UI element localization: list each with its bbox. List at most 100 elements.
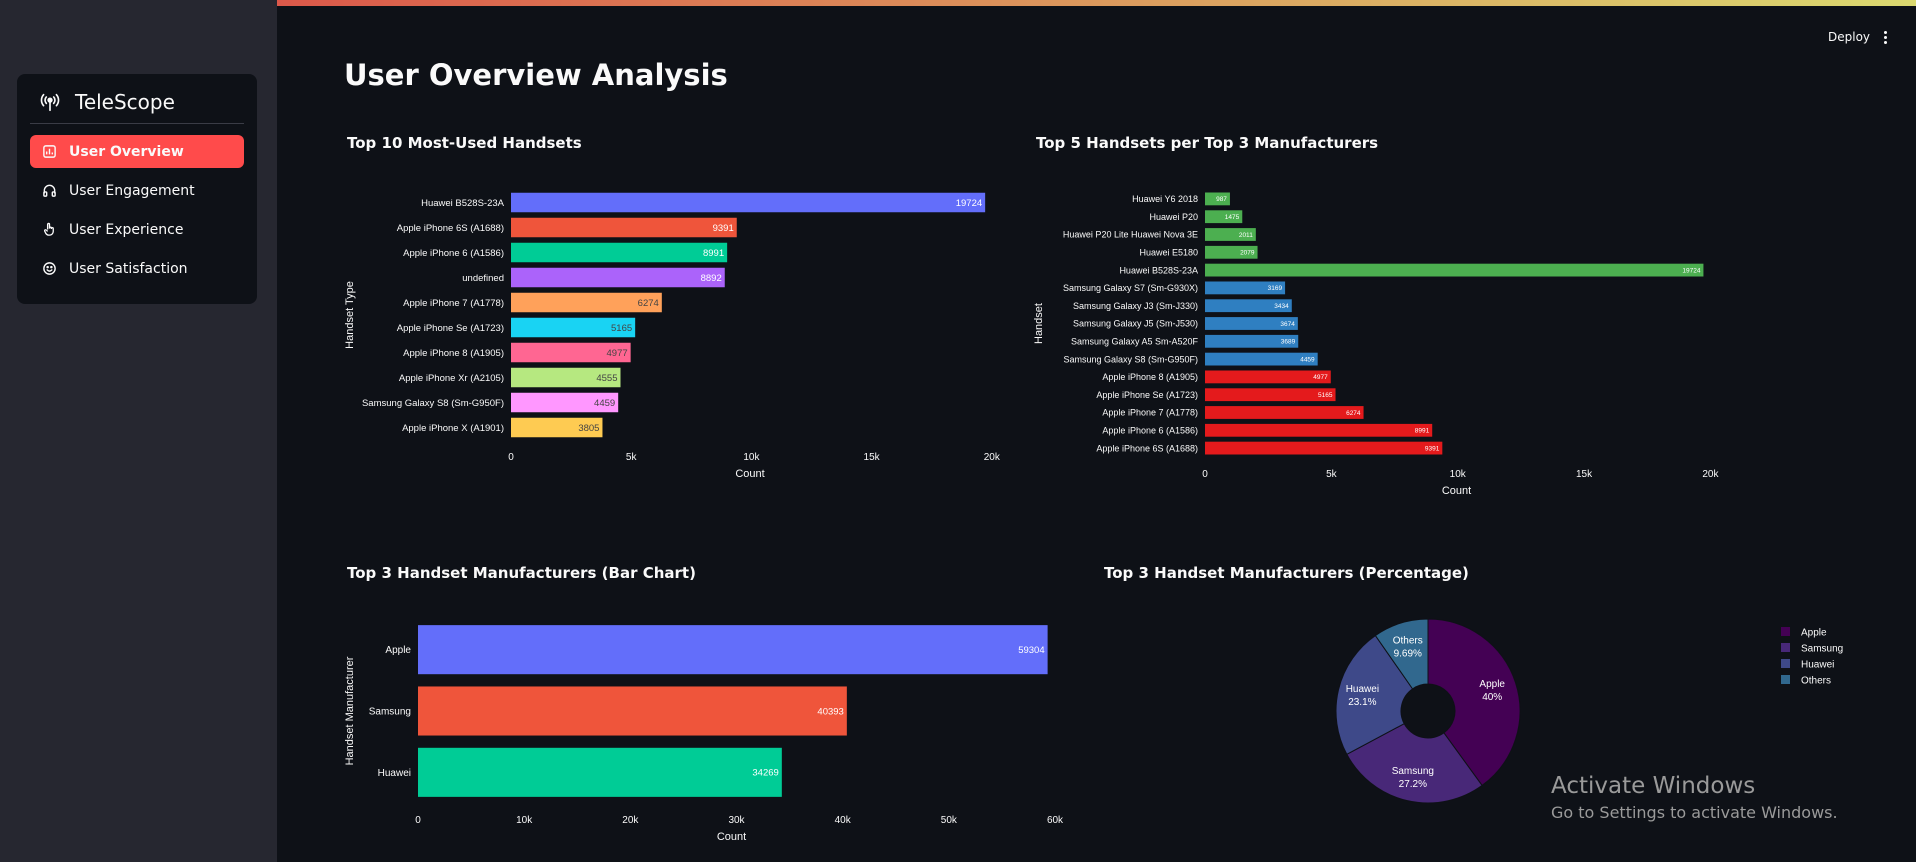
- x-tick-label: 10k: [516, 815, 533, 826]
- app-brand: TeleScope: [39, 90, 175, 114]
- x-tick-label: 20k: [1702, 469, 1719, 480]
- data-label: 3434: [1274, 303, 1289, 310]
- category-label: Apple iPhone 6S (A1688): [397, 223, 504, 234]
- data-label: 3674: [1280, 321, 1295, 328]
- bar: [1205, 406, 1364, 419]
- x-axis-label: Count: [1442, 485, 1471, 497]
- category-label: Samsung Galaxy J5 (Sm-J530): [1073, 319, 1198, 329]
- category-label: Apple: [385, 645, 411, 656]
- legend-label: Apple: [1801, 628, 1827, 639]
- bar: [511, 417, 603, 438]
- slice-value-label: 40%: [1482, 692, 1502, 703]
- data-label: 3805: [578, 423, 599, 434]
- x-tick-label: 15k: [1576, 469, 1593, 480]
- data-label: 4977: [1313, 374, 1328, 381]
- pie-slice: [1427, 618, 1521, 787]
- x-tick-label: 20k: [622, 815, 639, 826]
- sidebar-item-label: User Satisfaction: [69, 260, 188, 277]
- sidebar-item-user-overview[interactable]: User Overview: [30, 135, 244, 168]
- x-tick-label: 0: [1202, 469, 1208, 480]
- data-label: 4459: [1300, 356, 1315, 363]
- bar: [1205, 334, 1299, 348]
- data-label: 59304: [1018, 645, 1044, 656]
- x-axis-label: Count: [717, 831, 746, 843]
- sidebar-item-label: User Overview: [69, 143, 184, 160]
- category-label: Samsung: [369, 707, 411, 718]
- data-label: 9391: [713, 223, 734, 234]
- sidebar-item-label: User Experience: [69, 221, 184, 238]
- x-tick-label: 15k: [864, 452, 881, 463]
- x-tick-label: 30k: [728, 815, 745, 826]
- legend-swatch: [1781, 643, 1790, 652]
- category-label: Apple iPhone 6 (A1586): [403, 248, 504, 259]
- bar: [1205, 228, 1256, 241]
- category-label: Apple iPhone 8 (A1905): [403, 348, 504, 359]
- data-label: 3169: [1268, 285, 1283, 292]
- data-label: 6274: [1346, 410, 1361, 417]
- category-label: Apple iPhone 7 (A1778): [1102, 408, 1198, 418]
- chart-title: Top 10 Most-Used Handsets: [347, 134, 582, 152]
- category-label: Huawei P20: [1149, 212, 1198, 222]
- x-tick-label: 0: [508, 452, 514, 463]
- x-tick-label: 10k: [1450, 469, 1467, 480]
- category-label: Samsung Galaxy S7 (Sm-G930X): [1063, 283, 1198, 293]
- category-label: Huawei: [378, 768, 411, 779]
- data-label: 1475: [1225, 214, 1240, 221]
- data-label: 19724: [1682, 267, 1700, 274]
- bar: [418, 686, 847, 736]
- sidebar-item-user-engagement[interactable]: User Engagement: [30, 174, 244, 207]
- slice-value-label: 23.1%: [1348, 697, 1376, 708]
- bar: [511, 292, 662, 313]
- x-tick-label: 40k: [835, 815, 852, 826]
- brand-name: TeleScope: [75, 90, 175, 114]
- sidebar-item-user-satisfaction[interactable]: User Satisfaction: [30, 252, 244, 285]
- chart-title: Top 3 Handset Manufacturers (Percentage): [1104, 564, 1469, 582]
- bar: [1205, 441, 1443, 455]
- main-menu-icon[interactable]: [1884, 31, 1888, 46]
- bar: [511, 192, 986, 213]
- data-label: 5165: [1318, 392, 1333, 399]
- category-label: Apple iPhone Xr (A2105): [399, 373, 504, 384]
- data-label: 6274: [638, 298, 659, 309]
- deploy-button[interactable]: Deploy: [1828, 30, 1871, 44]
- category-label: Apple iPhone 8 (A1905): [1102, 372, 1198, 382]
- slice-label: Others: [1393, 636, 1423, 647]
- bar: [1205, 299, 1292, 313]
- legend-swatch: [1781, 627, 1790, 636]
- bar: [1205, 210, 1243, 224]
- data-label: 3689: [1281, 339, 1296, 346]
- category-label: Apple iPhone 7 (A1778): [403, 298, 504, 309]
- nav-divider: [30, 123, 244, 124]
- category-label: Huawei Y6 2018: [1132, 194, 1198, 204]
- category-label: Apple iPhone X (A1901): [402, 423, 504, 434]
- bar: [511, 267, 725, 288]
- y-axis-label: Handset: [1033, 303, 1045, 344]
- sidebar-item-label: User Engagement: [69, 182, 195, 199]
- category-label: Huawei P20 Lite Huawei Nova 3E: [1063, 230, 1198, 240]
- data-label: 2079: [1240, 250, 1255, 257]
- watermark-subtitle: Go to Settings to activate Windows.: [1551, 803, 1838, 822]
- bar: [418, 747, 782, 797]
- bar: [1205, 352, 1318, 366]
- bar: [1205, 388, 1336, 402]
- pie-slice: [1335, 634, 1414, 755]
- bar: [511, 317, 636, 338]
- slice-value-label: 9.69%: [1394, 649, 1422, 660]
- broadcast-icon: [40, 93, 60, 112]
- category-label: Samsung Galaxy S8 (Sm-G950F): [362, 398, 504, 409]
- page-title: User Overview Analysis: [344, 58, 728, 92]
- bar: [511, 217, 737, 238]
- chart-title: Top 5 Handsets per Top 3 Manufacturers: [1036, 134, 1379, 152]
- data-label: 2011: [1239, 232, 1253, 239]
- pie-slice: [1346, 723, 1483, 804]
- smile-icon: [43, 262, 56, 275]
- headphones-icon: [43, 184, 56, 197]
- bar: [1205, 423, 1433, 437]
- x-tick-label: 50k: [941, 815, 958, 826]
- sidebar-item-user-experience[interactable]: User Experience: [30, 213, 244, 246]
- category-label: Samsung Galaxy S8 (Sm-G950F): [1063, 354, 1198, 364]
- category-label: Huawei B528S-23A: [1119, 265, 1198, 275]
- sidebar: TeleScope User Overview User Engagement …: [0, 0, 277, 862]
- category-label: Apple iPhone 6 (A1586): [1102, 425, 1198, 435]
